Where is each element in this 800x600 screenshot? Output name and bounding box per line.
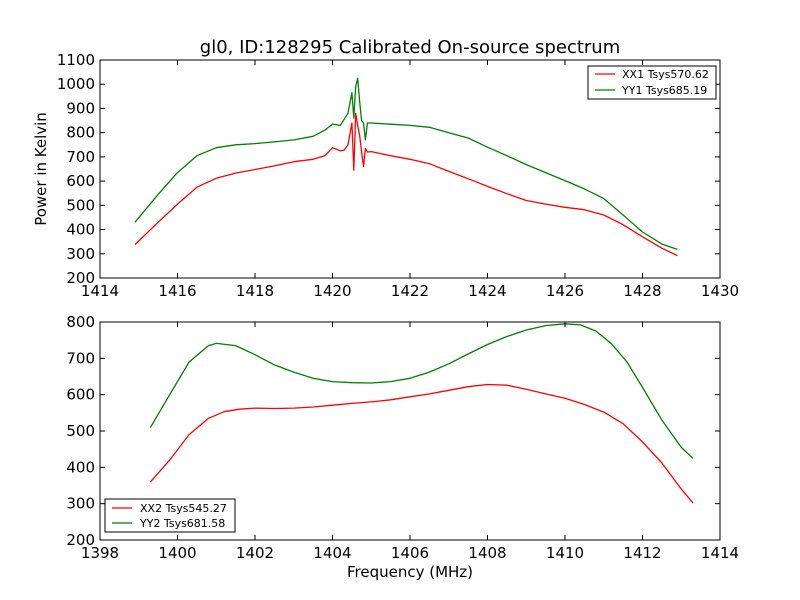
x-tick-label: 1428 (623, 282, 661, 300)
top-plot-title: gl0, ID:128295 Calibrated On-source spec… (200, 37, 620, 58)
legend-box (104, 498, 236, 533)
x-tick-label: 1426 (546, 282, 584, 300)
bottom-plot-ticks: 1398 1400 1402 1404 1406 1408 1410 1412 1414 200 3… (66, 313, 739, 562)
x-tick-label: 1412 (623, 544, 661, 562)
legend-label-yy1: YY1 Tsys685.19 (621, 84, 707, 97)
y-tick-label: 200 (66, 531, 95, 549)
x-tick-label: 1424 (468, 282, 506, 300)
x-tick-label: 1400 (158, 544, 196, 562)
legend-label-xx1: XX1 Tsys570.62 (622, 68, 709, 81)
series-line-0-1 (134, 77, 678, 251)
y-tick-label: 700 (66, 148, 95, 166)
x-tick-label: 1420 (313, 282, 351, 300)
y-tick-label: 200 (66, 269, 95, 287)
y-tick-label: 900 (66, 99, 95, 117)
bottom-plot-xlabel: Frequency (MHz) (347, 563, 473, 581)
series-line-1-0 (149, 383, 694, 504)
x-tick-label: 1416 (158, 282, 196, 300)
y-tick-label: 1000 (57, 75, 95, 93)
y-tick-label: 400 (66, 221, 95, 239)
y-tick-label: 300 (66, 245, 95, 263)
x-tick-label: 1430 (701, 282, 739, 300)
y-tick-label: 400 (66, 458, 95, 476)
x-tick-label: 1398 (81, 544, 119, 562)
y-tick-label: 1100 (57, 51, 95, 69)
top-plot-legend: XX1 Tsys570.62 YY1 Tsys685.19 (587, 65, 717, 100)
bottom-plot-series (149, 323, 694, 504)
series-line-1-1 (149, 323, 694, 459)
x-tick-label: 1414 (701, 544, 739, 562)
x-tick-label: 1414 (81, 282, 119, 300)
x-tick-label: 1418 (236, 282, 274, 300)
x-tick-label: 1422 (391, 282, 429, 300)
x-tick-label: 1406 (391, 544, 429, 562)
top-plot-series (134, 77, 678, 257)
top-plot: gl0, ID:128295 Calibrated On-source spec… (32, 37, 739, 300)
y-tick-label: 300 (66, 495, 95, 513)
x-tick-label: 1410 (546, 544, 584, 562)
y-tick-label: 500 (66, 196, 95, 214)
y-tick-label: 500 (66, 422, 95, 440)
legend-box (587, 65, 717, 100)
legend-label-xx2: XX2 Tsys545.27 (140, 502, 227, 515)
x-tick-label: 1408 (468, 544, 506, 562)
top-plot-ticks: 1414 1416 1418 1420 1422 1424 1426 1428 1430 200 3… (57, 51, 739, 300)
x-tick-label: 1404 (313, 544, 351, 562)
top-plot-ylabel: Power in Kelvin (32, 112, 50, 226)
series-line-0-0 (134, 112, 678, 257)
legend-label-yy2: YY2 Tsys681.58 (139, 517, 225, 530)
y-tick-label: 600 (66, 172, 95, 190)
bottom-plot-legend: XX2 Tsys545.27 YY2 Tsys681.58 (104, 498, 236, 533)
y-tick-label: 600 (66, 386, 95, 404)
y-tick-label: 700 (66, 349, 95, 367)
y-tick-label: 800 (66, 313, 95, 331)
y-tick-label: 800 (66, 124, 95, 142)
bottom-plot: Frequency (MHz) 1398 1400 1402 1404 1406 1408… (66, 313, 739, 581)
x-tick-label: 1402 (236, 544, 274, 562)
